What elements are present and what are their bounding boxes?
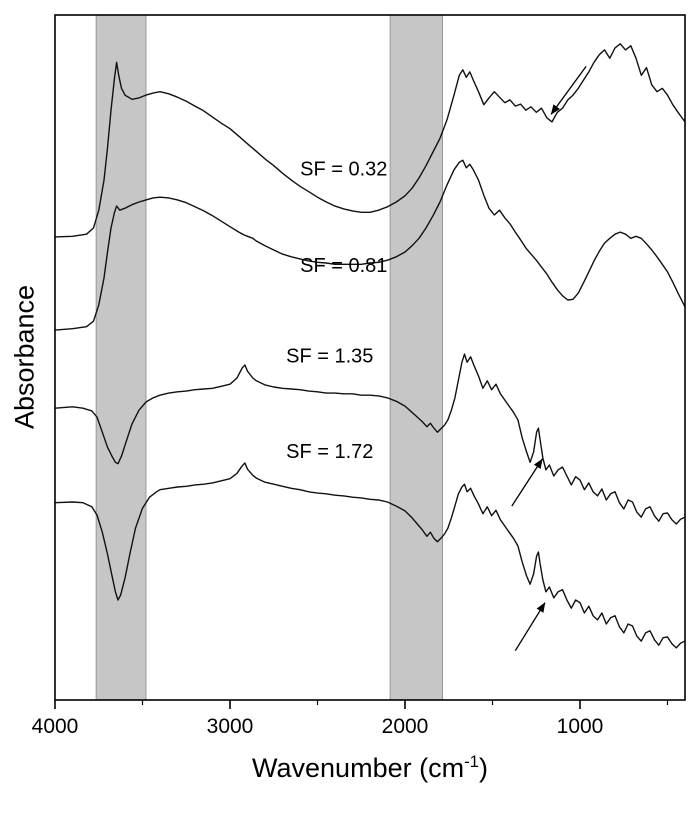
annotation-arrows-layer: [511, 66, 587, 652]
x-tick-label: 1000: [557, 715, 604, 738]
x-axis-title-superscript: -1: [464, 752, 479, 771]
shaded-band: [389, 14, 444, 701]
y-axis-title: Absorbance: [10, 285, 41, 429]
series-label: SF = 1.72: [286, 441, 373, 463]
x-tick-label: 2000: [382, 715, 429, 738]
spectrum-curve-sf-0.81: [54, 159, 686, 331]
spectrum-curve-sf-0.32: [54, 43, 686, 238]
x-axis-title-text: Wavenumber (cm: [252, 753, 465, 783]
series-label: SF = 0.81: [300, 255, 387, 277]
series-label: SF = 0.32: [300, 158, 387, 180]
shaded-bands-layer: [95, 14, 444, 701]
annotation-arrow: [514, 602, 546, 652]
x-tick-label: 4000: [32, 715, 79, 738]
axis-ticks-layer: 4000 3000 2000 1000: [32, 700, 669, 738]
y-axis-title-text: Absorbance: [9, 284, 40, 430]
spectra-curves-layer: [54, 43, 686, 649]
shaded-band: [95, 14, 147, 701]
annotation-arrow: [511, 458, 543, 507]
series-label: SF = 1.35: [286, 345, 373, 367]
plot-frame: [54, 14, 686, 701]
x-tick-label: 3000: [207, 715, 254, 738]
plot-frame-layer: [54, 14, 686, 701]
spectrum-curve-sf-1.35: [54, 353, 686, 525]
series-labels-layer: SF = 0.32 SF = 0.81 SF = 1.35 SF = 1.72: [286, 158, 387, 463]
x-axis-title-close: ): [478, 753, 488, 783]
annotation-arrow: [550, 66, 587, 115]
spectrum-curve-sf-1.72: [54, 462, 686, 649]
x-axis-title: Wavenumber (cm-1): [252, 752, 488, 784]
